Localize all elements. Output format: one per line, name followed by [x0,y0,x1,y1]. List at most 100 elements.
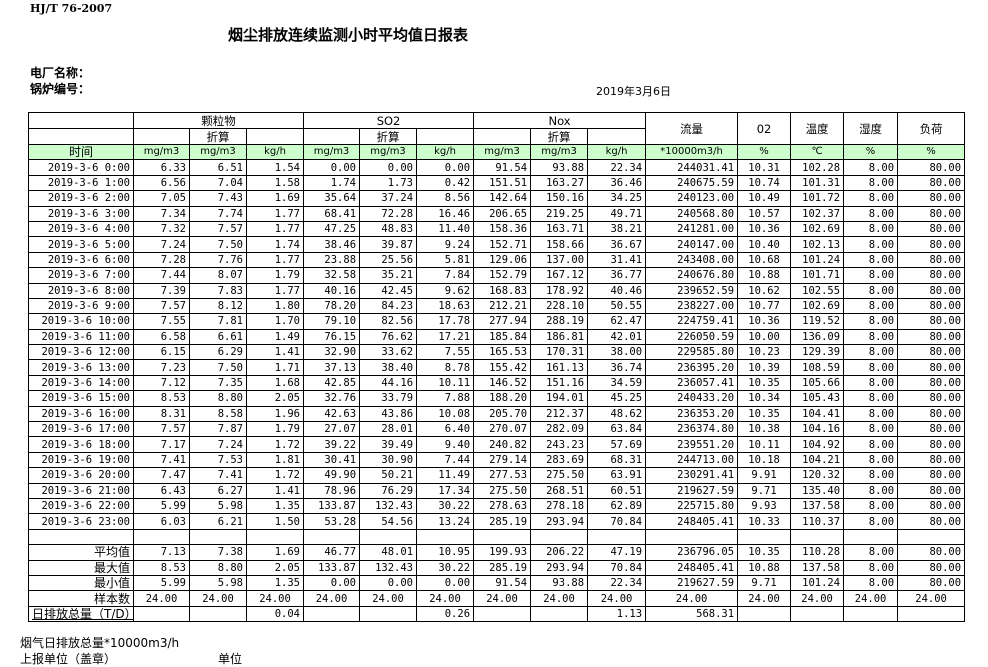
value-cell: 170.31 [530,344,589,361]
value-cell: 1.77 [245,251,305,269]
value-cell: 28.01 [359,421,418,438]
value-cell: 7.87 [189,421,247,438]
header-load: 负荷 [897,112,966,145]
value-cell: 50.55 [587,297,647,315]
unit-cell: mg/m3 [359,143,418,161]
header-row-converted: 折算 折算 折算 [28,128,965,145]
value-cell: 5.81 [416,251,475,269]
summary-value: 8.53 [133,559,190,576]
value-cell: 1.77 [245,282,305,299]
value-cell: 278.18 [530,497,589,515]
empty-cell [303,528,361,546]
value-cell: 91.54 [473,159,532,176]
time-cell: 2019-3-6 1:00 [28,174,134,192]
table-row: 2019-3-6 18:00 7.17 7.24 1.72 39.22 39.49 9.40… [28,436,966,453]
unit-cell: *10000m3/h [645,143,739,161]
value-cell: 1.80 [245,297,305,315]
value-cell: 6.43 [133,482,190,499]
value-cell: 8.53 [133,390,190,407]
summary-value: 0.00 [416,574,475,592]
summary-value: 236796.05 [645,544,739,561]
time-cell: 2019-3-6 18:00 [28,436,134,453]
value-cell: 8.00 [843,390,899,407]
table-row: 2019-3-6 17:00 7.57 7.87 1.79 27.07 28.01 6.40… [28,421,966,438]
value-cell: 80.00 [897,497,966,515]
unit-cell: kg/h [587,143,647,161]
summary-row: 日排放总量（T/D） 0.04 0.26 1.13 568.31 [28,605,966,623]
summary-value [133,605,190,623]
value-cell: 7.55 [133,313,190,330]
value-cell: 37.13 [303,359,361,376]
value-cell: 43.86 [359,405,418,423]
value-cell: 110.37 [790,513,845,530]
value-cell: 10.33 [737,513,792,530]
value-cell: 240675.59 [645,174,739,192]
value-cell: 104.41 [790,405,845,423]
time-cell: 2019-3-6 8:00 [28,282,134,299]
header-converted: 折算 [189,128,247,145]
time-cell: 2019-3-6 20:00 [28,467,134,484]
value-cell: 8.00 [843,344,899,361]
value-cell: 238227.00 [645,297,739,315]
value-cell: 10.35 [737,374,792,392]
hourly-report-table: 颗粒物 SO2 Nox 流量 02 温度 湿度 负荷 折算 折算 折算 时间 m… [28,112,966,623]
value-cell: 8.00 [843,236,899,253]
value-cell: 1.72 [245,467,305,484]
value-cell: 80.00 [897,190,966,207]
value-cell: 82.56 [359,313,418,330]
value-cell: 7.12 [133,374,190,392]
value-cell: 152.79 [473,267,532,284]
summary-value: 199.93 [473,544,532,561]
value-cell: 8.00 [843,297,899,315]
value-cell: 72.28 [359,205,418,222]
value-cell: 80.00 [897,405,966,423]
value-cell: 6.56 [133,174,190,192]
time-cell: 2019-3-6 22:00 [28,497,134,515]
summary-value [359,605,418,623]
value-cell: 186.81 [530,328,589,346]
value-cell: 10.34 [737,390,792,407]
table-row: 2019-3-6 16:00 8.31 8.58 1.96 42.63 43.86 10.0… [28,405,966,423]
value-cell: 7.55 [416,344,475,361]
value-cell: 277.53 [473,467,532,484]
value-cell: 7.81 [189,313,247,330]
value-cell: 33.62 [359,344,418,361]
value-cell: 10.68 [737,251,792,269]
value-cell: 80.00 [897,205,966,222]
value-cell: 133.87 [303,497,361,515]
value-cell: 178.92 [530,282,589,299]
value-cell: 0.00 [359,159,418,176]
summary-value: 132.43 [359,559,418,576]
summary-value: 24.00 [133,590,190,607]
empty-cell [189,528,247,546]
value-cell: 80.00 [897,436,966,453]
value-cell: 84.23 [359,297,418,315]
value-cell: 40.46 [587,282,647,299]
plant-name-label: 电厂名称： [30,66,91,80]
time-cell: 2019-3-6 12:00 [28,344,134,361]
time-cell: 2019-3-6 16:00 [28,405,134,423]
value-cell: 7.88 [416,390,475,407]
value-cell: 8.00 [843,190,899,207]
header-flow: 流量 [645,112,739,145]
value-cell: 7.44 [133,267,190,284]
value-cell: 1.49 [245,328,305,346]
value-cell: 63.91 [587,467,647,484]
value-cell: 8.00 [843,405,899,423]
summary-value: 219627.59 [645,574,739,592]
value-cell: 45.25 [587,390,647,407]
unit-cell: % [737,143,792,161]
value-cell: 9.91 [737,467,792,484]
time-cell: 2019-3-6 21:00 [28,482,134,499]
value-cell: 277.94 [473,313,532,330]
time-cell: 2019-3-6 0:00 [28,159,134,176]
value-cell: 7.41 [133,451,190,469]
summary-value: 24.00 [303,590,361,607]
summary-value: 24.00 [359,590,418,607]
summary-label: 最小值 [28,574,134,592]
empty-cell [645,528,739,546]
value-cell: 188.20 [473,390,532,407]
summary-value: 24.00 [587,590,647,607]
value-cell: 7.23 [133,359,190,376]
summary-value: 24.00 [245,590,305,607]
